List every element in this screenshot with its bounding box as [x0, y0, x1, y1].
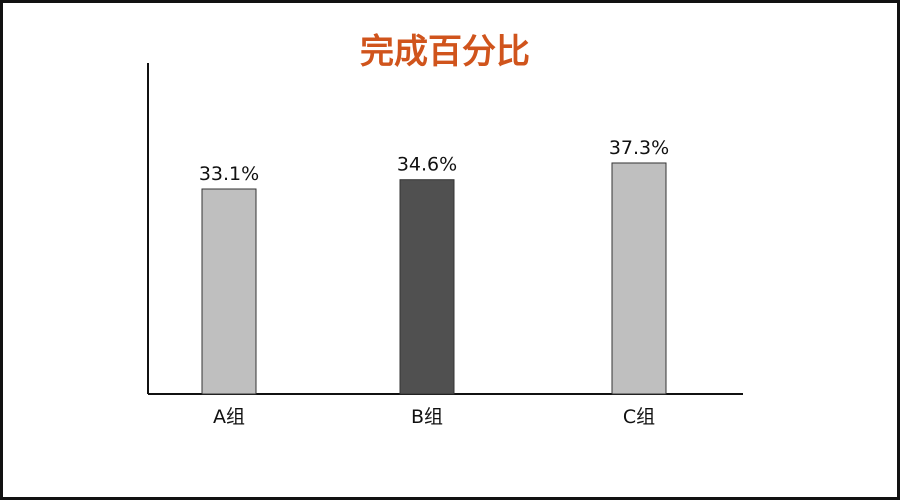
bar-value-label-3: 37.3% — [609, 137, 669, 159]
bar-3 — [611, 162, 667, 395]
bar-value-label-2: 34.6% — [397, 154, 457, 176]
bar-chart: 完成百分比 33.1% 34.6% 37.3% A组 B组 C组 — [147, 32, 743, 428]
category-label-1: A组 — [213, 406, 245, 428]
category-label-2: B组 — [411, 406, 443, 428]
bar-1 — [201, 188, 257, 395]
bar-value-label-1: 33.1% — [199, 163, 259, 185]
value-labels-group: 33.1% 34.6% 37.3% — [199, 137, 669, 185]
category-labels-group: A组 B组 C组 — [213, 406, 655, 428]
chart-title: 完成百分比 — [360, 32, 530, 72]
bar-2 — [399, 179, 455, 395]
category-label-3: C组 — [623, 406, 655, 428]
bars-group — [201, 162, 667, 395]
